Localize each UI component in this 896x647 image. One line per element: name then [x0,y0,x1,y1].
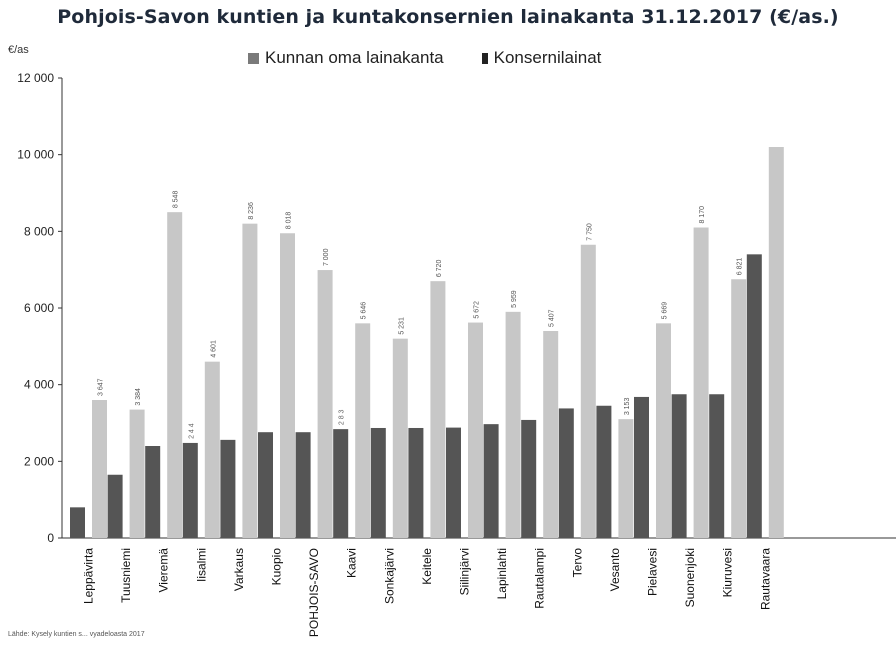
y-axis-unit-label: €/as [8,44,29,56]
legend-label-own-loans: Kunnan oma lainakanta [265,48,444,67]
data-label-own-loans: 2 8 3 [339,409,346,425]
bar-own-loans [295,432,311,538]
bar-group-loans [580,244,596,538]
bar-own-loans [220,439,236,538]
data-label-group-loans: 8 170 [699,206,706,224]
data-label-group-loans: 5 407 [549,309,556,327]
bar-own-loans [107,474,123,538]
bar-own-loans [521,419,537,538]
data-label-group-loans: 5 231 [398,317,405,335]
bar-group-loans [768,147,784,538]
bar-group-loans [693,227,709,538]
bar-own-loans [483,424,499,538]
data-label-group-loans: 3 153 [624,398,631,416]
legend-label-group-loans: Konsernilainat [493,48,602,67]
bar-group-loans [543,331,559,538]
data-label-group-loans: 5 669 [662,302,669,320]
x-tick-label: Kuopio [270,548,284,586]
x-tick-label: Tervo [570,548,584,578]
data-label-group-loans: 3 384 [135,388,142,406]
data-label-group-loans: 6 720 [436,260,443,278]
bar-group-loans [317,270,333,538]
legend-swatch-group-loans [481,52,488,64]
bar-group-loans [430,281,446,538]
source-note: Lähde: Kysely kuntien s... vyadeloasta 2… [8,631,145,638]
data-label-group-loans: 5 672 [474,301,481,319]
x-tick-label: Lapinlahti [495,548,509,599]
x-tick-label: Kiuruvesi [721,548,735,597]
bar-own-loans [746,254,762,539]
data-label-group-loans: 8 018 [286,212,293,230]
data-label-group-loans: 8 236 [248,202,255,220]
x-tick-label: Siilinjärvi [458,548,472,595]
bar-own-loans [596,405,612,538]
y-tick-label: 6 000 [24,301,54,315]
bar-group-loans [129,409,145,538]
bar-own-loans [634,396,649,538]
y-tick-label: 12 000 [17,71,54,85]
x-tick-label: Keitele [420,548,434,585]
data-label-group-loans: 6 821 [737,258,744,276]
bar-group-loans [92,400,107,538]
bar-own-loans [558,408,574,538]
bar-own-loans [446,427,461,538]
data-label-group-loans: 5 646 [361,302,368,320]
data-label-group-loans: 7 000 [323,248,330,266]
x-tick-label: Kaavi [345,548,359,578]
x-tick-label: Leppävirta [82,548,96,604]
bar-group-loans [167,212,183,538]
bar-group-loans [468,322,483,538]
x-tick-label: Rautavaara [758,548,772,610]
legend: Kunnan oma lainakanta Konsernilainat [248,48,639,68]
x-tick-label: Vesanto [608,548,622,592]
bar-own-loans [258,432,273,538]
bar-own-loans [370,427,386,538]
x-tick-label: Pielavesi [646,548,660,596]
bar-group-loans [731,279,747,538]
x-tick-label: POHJOIS-SAVO [307,548,321,637]
x-tick-label: Tuusniemi [119,548,133,603]
bar-group-loans [242,223,258,538]
bar-own-loans [70,507,85,538]
bar-own-loans [408,427,424,538]
chart-title: Pohjois-Savon kuntien ja kuntakonsernien… [57,6,839,28]
x-tick-label: Iisalmi [194,548,208,582]
legend-item-own-loans: Kunnan oma lainakanta [248,48,444,68]
bar-group-loans [392,338,408,538]
bar-group-loans [204,361,220,538]
data-label-group-loans: 3 647 [98,378,105,396]
y-tick-label: 4 000 [24,378,54,392]
x-tick-label: Rautalampi [533,548,547,609]
bar-group-loans [505,311,521,538]
y-tick-label: 2 000 [24,454,54,468]
y-tick-label: 0 [47,531,54,545]
data-label-group-loans: 4 601 [210,340,217,358]
y-tick-label: 10 000 [17,148,54,162]
x-tick-label: Suonenjoki [683,548,697,607]
bar-own-loans [333,429,349,538]
bar-group-loans [618,419,634,538]
bar-group-loans [355,323,371,538]
legend-item-group-loans: Konsernilainat [481,48,602,68]
bar-group-loans [656,323,671,538]
data-label-group-loans: 7 750 [586,223,593,241]
bar-group-loans [280,233,295,538]
x-tick-label: Varkaus [232,548,246,591]
data-label-group-loans: 5 959 [511,290,518,308]
bar-own-loans [182,442,198,538]
y-tick-label: 8 000 [24,224,54,238]
legend-swatch-own-loans [248,52,259,64]
data-label-own-loans: 2 4 4 [188,423,195,439]
x-tick-label: Vieremä [157,548,171,593]
bar-own-loans [671,394,687,538]
data-label-group-loans: 8 548 [173,191,180,209]
x-tick-label: Sonkajärvi [382,548,396,604]
bar-own-loans [145,446,161,538]
bar-own-loans [709,394,725,538]
